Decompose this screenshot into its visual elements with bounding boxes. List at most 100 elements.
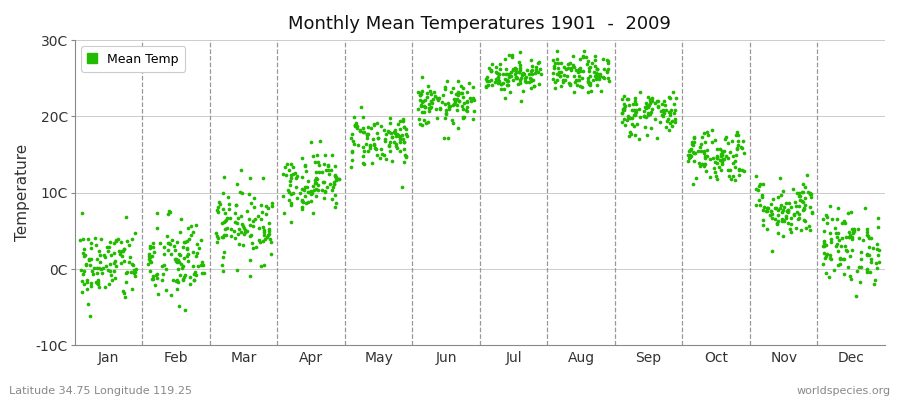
Point — [590, 74, 604, 80]
Point — [841, 248, 855, 254]
Point — [169, 259, 184, 265]
Point — [215, 205, 230, 212]
Point — [790, 190, 805, 196]
Point — [156, 271, 170, 278]
Point — [320, 184, 335, 190]
Point — [798, 217, 813, 224]
Point — [298, 162, 312, 168]
Point — [528, 70, 543, 76]
Point — [116, 248, 130, 254]
Point — [450, 92, 464, 98]
Point — [532, 81, 546, 87]
Point — [251, 213, 266, 219]
Point — [697, 148, 711, 154]
Point — [442, 104, 456, 110]
Point — [171, 256, 185, 263]
Point — [290, 195, 304, 202]
Point — [695, 161, 709, 168]
Point — [756, 222, 770, 228]
Point — [145, 276, 159, 282]
Point — [351, 141, 365, 148]
Point — [683, 154, 698, 161]
Point — [185, 249, 200, 255]
Point — [695, 134, 709, 140]
Point — [94, 235, 108, 242]
Point — [80, 277, 94, 283]
Point — [775, 209, 789, 216]
Point — [252, 239, 266, 246]
Point — [733, 172, 747, 179]
Point — [184, 232, 199, 238]
Point — [219, 232, 233, 238]
Point — [176, 265, 190, 271]
Point — [703, 156, 717, 162]
Point — [776, 216, 790, 223]
Point — [442, 102, 456, 109]
Point — [124, 236, 139, 242]
Point — [149, 270, 164, 277]
Point — [524, 57, 538, 63]
Point — [327, 180, 341, 187]
Point — [801, 189, 815, 195]
Point — [867, 281, 881, 287]
Point — [779, 207, 794, 214]
Point — [304, 188, 319, 194]
Point — [839, 247, 853, 253]
Point — [412, 91, 427, 98]
Point — [773, 204, 788, 211]
Point — [508, 65, 522, 71]
Point — [571, 77, 585, 83]
Point — [411, 106, 426, 112]
Point — [328, 172, 342, 178]
Point — [122, 259, 137, 265]
Point — [231, 226, 246, 232]
Point — [189, 222, 203, 228]
Point — [508, 71, 522, 78]
Point — [77, 246, 92, 252]
Point — [816, 242, 831, 249]
Point — [361, 130, 375, 137]
Point — [128, 230, 142, 236]
Point — [581, 78, 596, 84]
Point — [282, 167, 296, 173]
Point — [466, 108, 481, 114]
Point — [310, 151, 325, 158]
Point — [196, 262, 211, 268]
Point — [211, 204, 225, 210]
Point — [377, 126, 392, 133]
Point — [244, 200, 258, 206]
Point — [302, 178, 316, 184]
Point — [645, 95, 660, 102]
Point — [447, 97, 462, 103]
Point — [500, 71, 514, 77]
Point — [229, 202, 243, 208]
Point — [561, 60, 575, 67]
Point — [438, 110, 453, 116]
Point — [816, 239, 831, 246]
Point — [737, 168, 751, 174]
Point — [462, 80, 476, 86]
Point — [318, 189, 332, 195]
Point — [265, 203, 279, 209]
Point — [317, 195, 331, 201]
Point — [330, 175, 345, 182]
Point — [263, 236, 277, 242]
Point — [852, 279, 867, 285]
Point — [663, 112, 678, 118]
Point — [590, 73, 604, 80]
Point — [237, 231, 251, 237]
Point — [760, 208, 774, 215]
Point — [792, 211, 806, 218]
Point — [637, 113, 652, 119]
Point — [127, 270, 141, 277]
Point — [79, 260, 94, 267]
Point — [74, 267, 88, 273]
Point — [180, 251, 194, 258]
Point — [389, 143, 403, 149]
Point — [572, 76, 586, 83]
Point — [113, 249, 128, 256]
Point — [75, 210, 89, 216]
Point — [794, 227, 808, 233]
Point — [590, 66, 605, 72]
Point — [654, 111, 669, 118]
